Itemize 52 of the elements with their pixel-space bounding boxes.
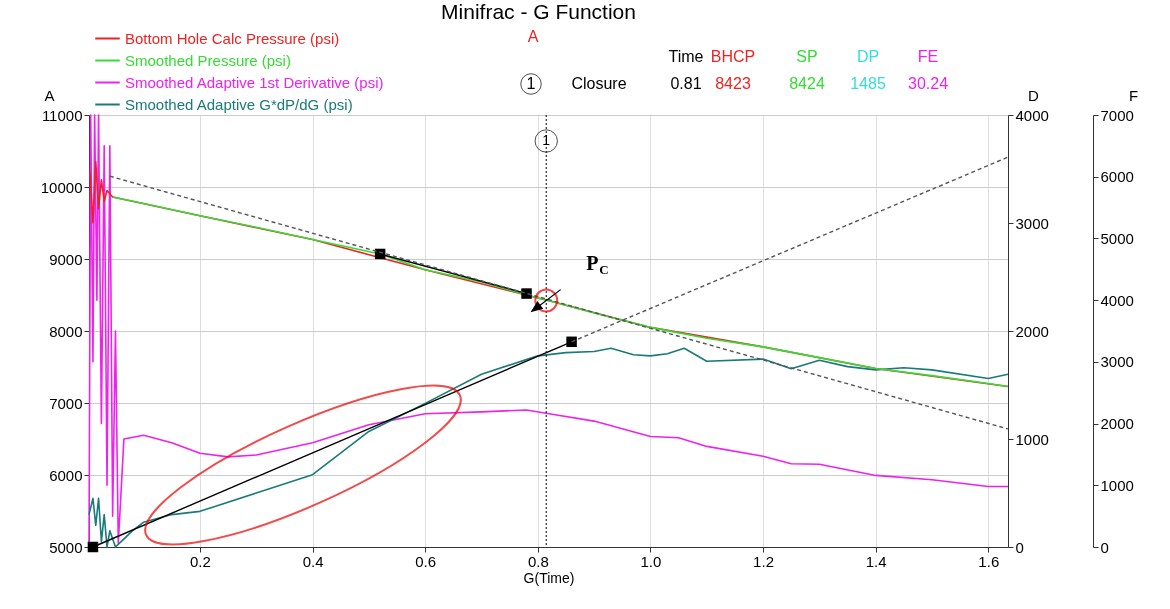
text: FE [917, 48, 939, 65]
x-tick-label: 1.4 [865, 552, 887, 570]
x-tick-label: 0.8 [527, 552, 549, 570]
text: 30.24 [907, 75, 949, 92]
text: Time [668, 48, 704, 65]
text: SP [796, 48, 818, 65]
text: BHCP [710, 48, 756, 65]
legend-label: Bottom Hole Calc Pressure (psi) [125, 29, 340, 47]
x-tick-label: 0.4 [302, 552, 324, 570]
y2-tick-label: 0 [1015, 538, 1024, 556]
y2-tick-label: 4000 [1015, 106, 1049, 124]
y-tick-label: 11000 [41, 106, 83, 124]
text: 1 [526, 75, 536, 92]
y3-tick-label: 6000 [1100, 168, 1134, 186]
x-tick-label: 0.2 [190, 552, 211, 570]
y-tick-label: 10000 [40, 178, 83, 196]
y2-tick-label: 2000 [1015, 322, 1049, 340]
y-axis-title: A [44, 86, 55, 104]
x-tick-label: 1.0 [640, 552, 662, 570]
y-tick-label: 5000 [49, 538, 83, 556]
legend-label: Smoothed Adaptive G*dP/dG (psi) [125, 95, 353, 113]
y3-tick-label: 1000 [1100, 476, 1134, 494]
y-tick-label: 7000 [49, 394, 83, 412]
y2-tick-label: 1000 [1015, 430, 1049, 448]
y3-tick-label: 2000 [1100, 415, 1134, 433]
ref-line-label: 1 [542, 132, 551, 148]
y-tick-label: 9000 [49, 250, 83, 268]
line-series [111, 196, 1009, 388]
x-tick-label: 1.2 [753, 552, 774, 570]
y3-tick-label: 7000 [1100, 106, 1134, 124]
text: Closure [571, 75, 627, 92]
y3-tick-label: 0 [1100, 538, 1109, 556]
chart-title: Minifrac - G Function [441, 0, 636, 23]
legend-label: Smoothed Adaptive 1st Derivative (psi) [125, 73, 384, 91]
y-tick-label: 6000 [49, 466, 83, 484]
y2-axis-title: D [1028, 86, 1040, 104]
x-tick-label: 1.6 [978, 552, 1000, 570]
y3-axis-title: F [1128, 86, 1139, 104]
y3-tick-label: 5000 [1100, 229, 1134, 247]
x-tick-label: 0.6 [415, 552, 437, 570]
text: DP [856, 48, 880, 65]
y3-tick-label: 3000 [1100, 353, 1134, 371]
y3-tick-label: 4000 [1100, 291, 1134, 309]
text: 1485 [850, 75, 886, 92]
y2-tick-label: 3000 [1015, 214, 1049, 232]
text: 8424 [789, 75, 825, 92]
text: 8423 [715, 75, 751, 92]
text: 0.81 [670, 75, 702, 92]
text: A [527, 28, 539, 45]
y-tick-label: 8000 [49, 322, 83, 340]
legend-label: Smoothed Pressure (psi) [125, 51, 291, 69]
x-axis-title: G(Time) [523, 569, 575, 586]
